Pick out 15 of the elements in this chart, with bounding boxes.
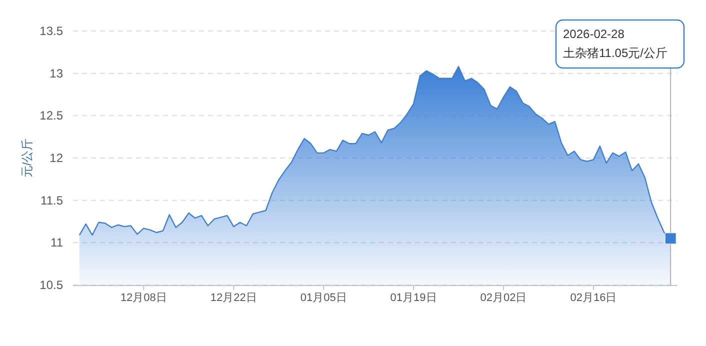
annotation: 2026-02-28 土杂猪11.05元/公斤 bbox=[563, 27, 668, 60]
x-tick-label: 02月02日 bbox=[480, 292, 527, 304]
y-tick-label: 10.5 bbox=[40, 278, 64, 292]
y-tick-label: 13.5 bbox=[40, 24, 64, 38]
y-tick-label: 11.5 bbox=[40, 193, 64, 208]
y-tick-label: 12.5 bbox=[40, 108, 64, 123]
x-tick-label: 12月22日 bbox=[210, 292, 257, 304]
x-tick-label: 12月08日 bbox=[120, 292, 167, 304]
x-tick-label: 02月16日 bbox=[570, 292, 617, 304]
x-tick-label: 01月05日 bbox=[300, 292, 347, 304]
x-tick-label: 01月19日 bbox=[390, 292, 437, 304]
y-tick-label: 12 bbox=[50, 151, 64, 165]
y-tick-label: 13 bbox=[50, 66, 64, 80]
y-tick-label: 11 bbox=[50, 236, 64, 250]
y-axis-title: 元/公斤 bbox=[20, 138, 34, 178]
